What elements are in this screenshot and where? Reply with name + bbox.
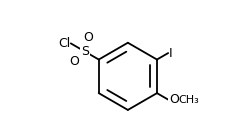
Text: O: O (83, 31, 92, 44)
Text: O: O (168, 93, 178, 106)
Text: S: S (81, 45, 89, 58)
Text: Cl: Cl (58, 37, 70, 50)
Text: CH₃: CH₃ (178, 95, 198, 105)
Text: I: I (169, 47, 172, 60)
Text: O: O (69, 55, 79, 68)
